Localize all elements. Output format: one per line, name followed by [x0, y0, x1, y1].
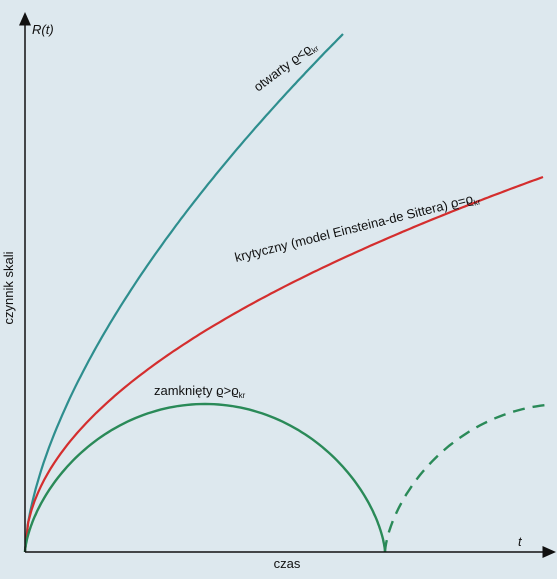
- critical-curve-label: krytyczny (model Einsteina-de Sittera) ϱ…: [233, 189, 482, 266]
- closed-universe-curve: [23, 402, 387, 552]
- y-axis-symbol: R(t): [32, 22, 54, 37]
- closed-label-relation: >: [224, 383, 232, 398]
- x-axis-symbol: t: [518, 534, 523, 549]
- closed-label-rho-crit: ϱ: [231, 383, 238, 398]
- closed-label-subscript: kr: [239, 391, 246, 400]
- critical-label-text: krytyczny (model Einsteina-de Sittera): [233, 197, 453, 265]
- critical-label-rho-crit: ϱ: [464, 191, 475, 207]
- open-universe-curve: [23, 33, 344, 553]
- y-axis-label: czynnik skali: [1, 251, 16, 324]
- closed-curve-label: zamknięty ϱ>ϱkr: [154, 383, 246, 400]
- open-label-subscript: kr: [310, 44, 321, 55]
- critical-label-subscript: kr: [473, 197, 482, 207]
- closed-universe-bounce-curve: [383, 403, 549, 552]
- critical-universe-curve: [23, 175, 544, 553]
- critical-label-relation: =: [456, 193, 467, 209]
- closed-label-rho: ϱ: [216, 383, 223, 398]
- critical-label-rho: ϱ: [449, 195, 460, 211]
- x-axis-label: czas: [274, 556, 301, 571]
- closed-label-text: zamknięty: [154, 383, 216, 398]
